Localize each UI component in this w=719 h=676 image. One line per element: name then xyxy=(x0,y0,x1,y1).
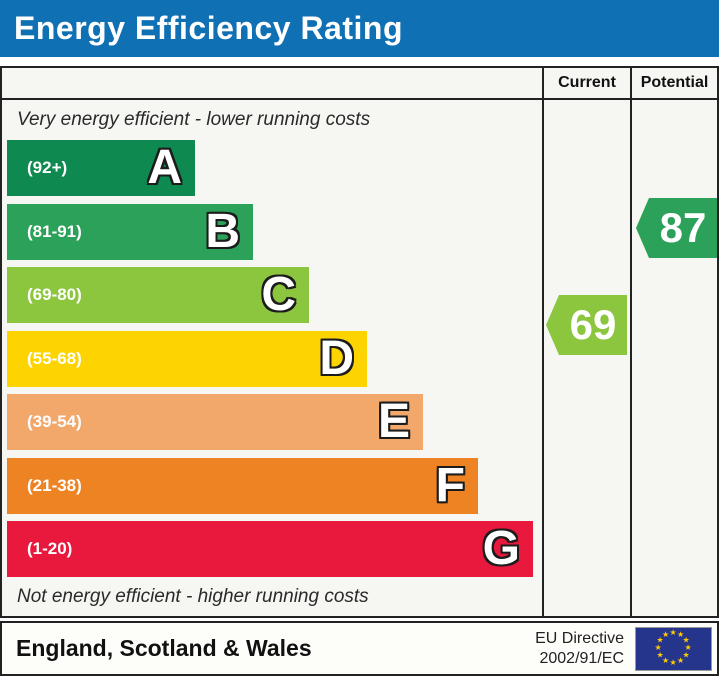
eu-flag-star: ★ xyxy=(656,650,664,659)
band-letter: A xyxy=(147,141,182,194)
current-column-header: Current xyxy=(542,68,630,100)
band-range-label: (69-80) xyxy=(27,285,82,304)
band-range-label: (92+) xyxy=(27,158,68,177)
eu-flag-star: ★ xyxy=(656,635,664,644)
eu-flag-star: ★ xyxy=(682,635,690,644)
eu-flag-star: ★ xyxy=(669,627,677,637)
band-row-d: (55-68) D xyxy=(7,330,367,387)
band-row-b: (81-91) B xyxy=(7,203,253,260)
eu-directive-line1: EU Directive xyxy=(535,629,624,647)
current-rating-arrow: 69 xyxy=(546,295,627,355)
band-range-label: (81-91) xyxy=(27,221,82,241)
eu-flag-star: ★ xyxy=(684,642,692,652)
band-letter: F xyxy=(435,458,465,512)
eu-flag-star: ★ xyxy=(662,629,670,639)
potential-rating-arrow: 87 xyxy=(636,198,717,258)
eu-flag-star: ★ xyxy=(682,650,690,659)
bottom-note: Not energy efficient - higher running co… xyxy=(17,585,369,607)
eu-flag: ★ ★ ★ ★ ★ ★ ★ ★ ★ ★ ★ ★ xyxy=(635,626,712,671)
eu-directive-text: EU Directive 2002/91/EC xyxy=(535,629,624,668)
eu-directive-line2: 2002/91/EC xyxy=(539,649,624,667)
rating-bands: (92+) A (81-91) B (69-80) C (55-68) D (3… xyxy=(7,140,542,577)
band-row-c: (69-80) C xyxy=(7,267,309,323)
chart-title: Energy Efficiency Rating xyxy=(14,10,403,46)
potential-column-header: Potential xyxy=(630,68,717,100)
band-range-label: (55-68) xyxy=(27,348,82,368)
band-row-a: (92+) A xyxy=(7,140,195,196)
current-rating-value: 69 xyxy=(569,301,617,348)
band-letter: C xyxy=(261,268,296,321)
band-letter: E xyxy=(377,395,410,448)
eu-flag-star: ★ xyxy=(662,655,670,665)
bands-area: Very energy efficient - lower running co… xyxy=(2,100,542,616)
band-row-g: (1-20) G xyxy=(7,521,533,577)
eu-flag-star: ★ xyxy=(677,655,685,665)
potential-rating-value: 87 xyxy=(659,204,707,251)
rating-table: Current Potential Very energy efficient … xyxy=(0,66,719,618)
band-row-f: (21-38) F xyxy=(7,457,478,514)
band-range-label: (39-54) xyxy=(27,412,82,431)
footer: England, Scotland & Wales EU Directive 2… xyxy=(0,621,719,676)
eu-flag-star: ★ xyxy=(654,642,662,652)
chart-title-bar: Energy Efficiency Rating xyxy=(0,0,719,57)
potential-column xyxy=(630,100,717,616)
band-letter: G xyxy=(482,522,520,575)
footer-region-label: England, Scotland & Wales xyxy=(16,635,312,661)
band-letter: D xyxy=(319,331,354,385)
header-spacer xyxy=(2,68,542,100)
band-range-label: (21-38) xyxy=(27,475,82,495)
top-note: Very energy efficient - lower running co… xyxy=(17,109,371,130)
band-row-e: (39-54) E xyxy=(7,394,423,450)
eu-flag-star: ★ xyxy=(677,629,685,639)
band-range-label: (1-20) xyxy=(27,539,73,558)
band-letter: B xyxy=(205,204,240,258)
eu-flag-star: ★ xyxy=(669,657,677,667)
current-column xyxy=(542,100,630,616)
